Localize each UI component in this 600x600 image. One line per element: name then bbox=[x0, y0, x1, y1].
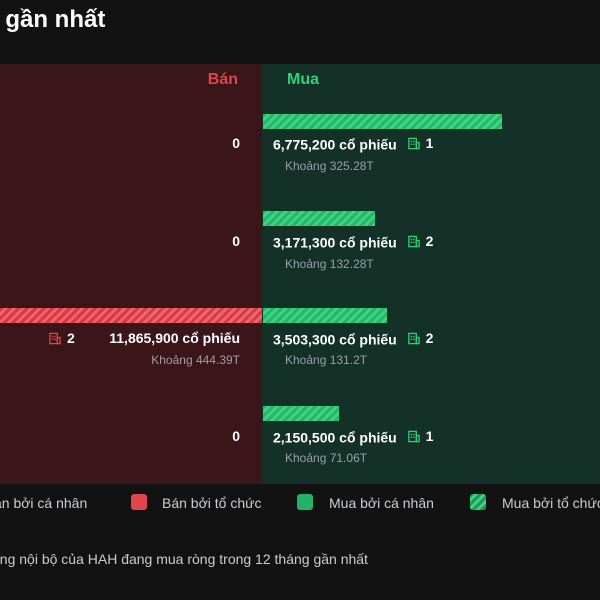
sell-value-row-1: 0 bbox=[232, 135, 240, 151]
buy-shares-row-2: 3,171,300 cổ phiếu 2 bbox=[273, 233, 434, 251]
legend-label-buy-individual[interactable]: Mua bởi cá nhân bbox=[329, 495, 434, 511]
building-icon bbox=[407, 137, 420, 149]
sell-value-row-2: 0 bbox=[232, 233, 240, 249]
buy-approx-row-1: Khoảng 325.28T bbox=[285, 159, 374, 173]
building-icon bbox=[407, 235, 420, 247]
sell-bar-row-3[interactable] bbox=[0, 308, 262, 323]
sell-shares-row-3: 11,865,900 cổ phiếu bbox=[109, 330, 240, 346]
buy-header: Mua bbox=[287, 71, 319, 88]
legend-label-buy-org[interactable]: Mua bởi tổ chức bbox=[502, 495, 600, 511]
legend-label-sell-org[interactable]: Bán bởi tổ chức bbox=[162, 495, 262, 511]
legend-swatch-buy-org[interactable] bbox=[470, 494, 486, 510]
sell-header: Bán bbox=[207, 71, 238, 88]
buy-org-count-row-2: 2 bbox=[407, 233, 433, 249]
legend: án bởi cá nhân Bán bởi tổ chức Mua bởi c… bbox=[0, 492, 600, 516]
buy-bar-row-3[interactable] bbox=[263, 308, 387, 323]
sell-org-count-row-3: 2 bbox=[48, 330, 75, 346]
sell-panel bbox=[0, 64, 262, 484]
buy-bar-row-2[interactable] bbox=[263, 211, 375, 226]
buy-bar-row-1[interactable] bbox=[263, 114, 502, 129]
legend-swatch-buy-individual[interactable] bbox=[297, 494, 313, 510]
buy-shares-row-1: 6,775,200 cổ phiếu 1 bbox=[273, 135, 434, 153]
sell-approx-row-3: Khoảng 444.39T bbox=[151, 353, 240, 367]
legend-swatch-sell-org[interactable] bbox=[131, 494, 147, 510]
section-title: ộ gần nhất bbox=[0, 6, 106, 33]
buy-approx-row-2: Khoảng 132.28T bbox=[285, 257, 374, 271]
sell-value-row-4: 0 bbox=[232, 428, 240, 444]
buy-org-count-row-4: 1 bbox=[407, 428, 433, 444]
buy-org-count-row-1: 1 bbox=[407, 135, 433, 151]
buy-approx-row-3: Khoảng 131.2T bbox=[285, 353, 368, 367]
building-icon bbox=[407, 430, 420, 442]
buy-approx-row-4: Khoảng 71.06T bbox=[285, 451, 368, 465]
summary-text: ông nội bộ của HAH đang mua ròng trong 1… bbox=[0, 551, 368, 567]
building-icon bbox=[49, 332, 61, 344]
buy-shares-row-4: 2,150,500 cổ phiếu 1 bbox=[273, 428, 434, 446]
building-icon bbox=[407, 332, 420, 344]
buy-bar-row-4[interactable] bbox=[263, 406, 339, 421]
buy-org-count-row-3: 2 bbox=[407, 330, 433, 346]
buy-shares-row-3: 3,503,300 cổ phiếu 2 bbox=[273, 330, 434, 348]
legend-label-sell-individual[interactable]: án bởi cá nhân bbox=[0, 495, 88, 511]
